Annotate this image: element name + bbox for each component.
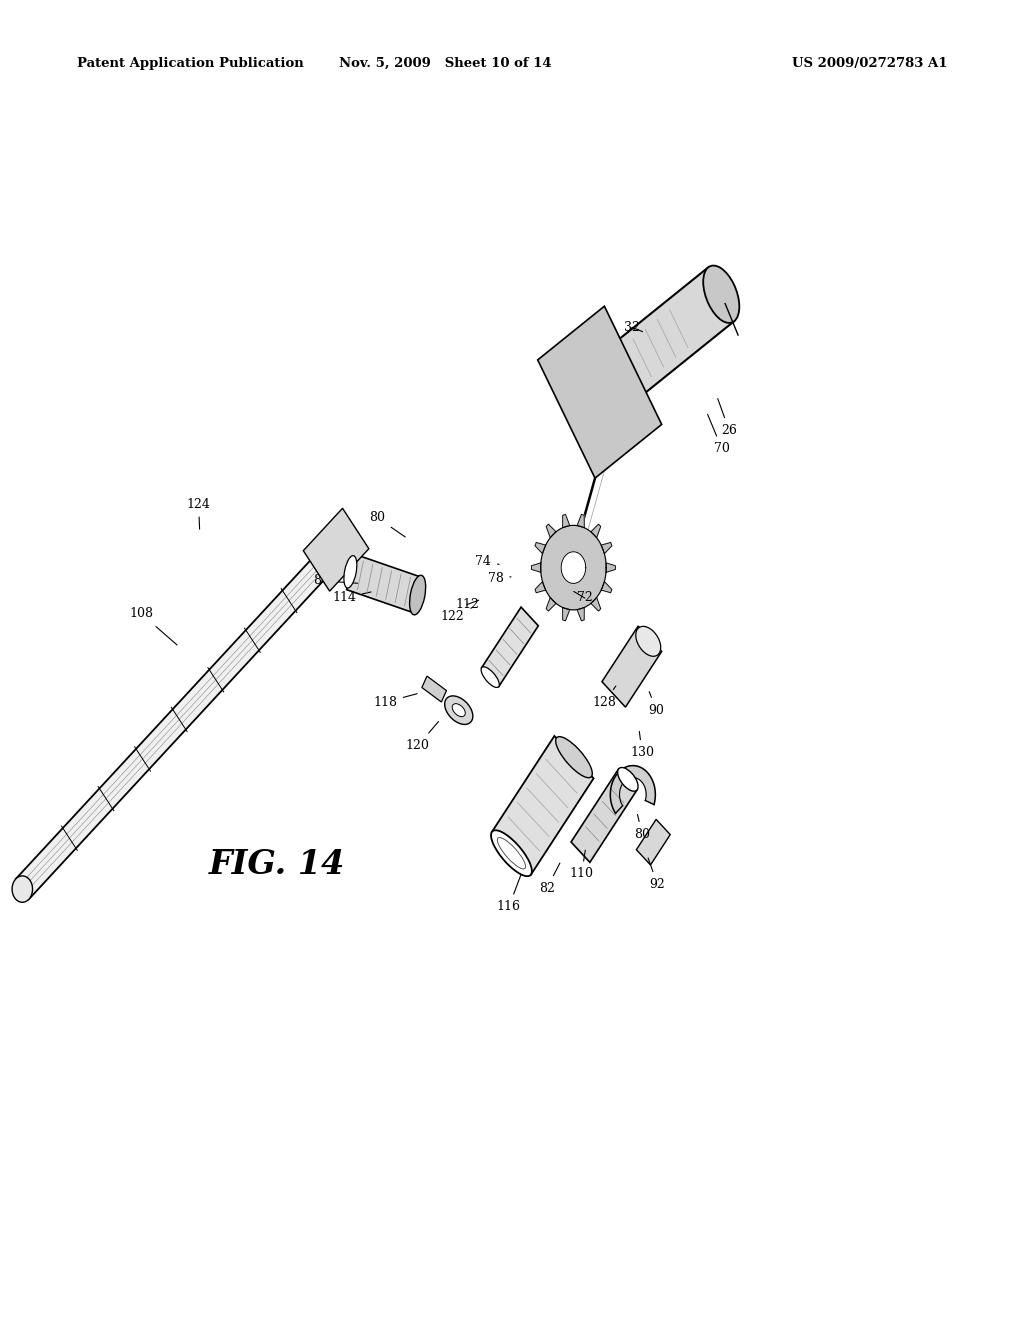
Polygon shape — [481, 607, 539, 686]
Text: 76: 76 — [567, 408, 590, 429]
Polygon shape — [601, 543, 612, 553]
Polygon shape — [492, 737, 594, 874]
Polygon shape — [610, 766, 655, 813]
Text: Patent Application Publication: Patent Application Publication — [77, 57, 303, 70]
Ellipse shape — [481, 667, 500, 688]
Ellipse shape — [344, 556, 356, 587]
Text: 128: 128 — [592, 686, 616, 709]
Text: 68: 68 — [572, 366, 596, 379]
Text: 114: 114 — [332, 591, 371, 605]
Text: 26: 26 — [718, 399, 737, 437]
Text: 110: 110 — [569, 850, 594, 880]
Text: US 2009/0272783 A1: US 2009/0272783 A1 — [792, 57, 947, 70]
Polygon shape — [571, 770, 637, 862]
Text: 124: 124 — [186, 498, 211, 529]
Polygon shape — [578, 607, 585, 620]
Polygon shape — [591, 524, 601, 537]
Ellipse shape — [453, 704, 465, 717]
Circle shape — [12, 876, 33, 903]
Text: 122: 122 — [440, 607, 473, 623]
Ellipse shape — [636, 627, 660, 656]
Polygon shape — [535, 543, 546, 553]
Text: 80: 80 — [369, 511, 406, 537]
Polygon shape — [546, 524, 556, 537]
Ellipse shape — [617, 767, 638, 791]
Text: 130: 130 — [630, 731, 654, 759]
Polygon shape — [602, 626, 662, 708]
Text: 70: 70 — [708, 414, 730, 455]
Polygon shape — [587, 268, 734, 418]
Ellipse shape — [410, 576, 426, 615]
Text: 116: 116 — [497, 874, 521, 913]
Text: 84: 84 — [313, 574, 357, 587]
Text: FIG. 14: FIG. 14 — [208, 849, 345, 882]
Polygon shape — [591, 598, 601, 611]
Ellipse shape — [703, 265, 739, 323]
Polygon shape — [347, 554, 421, 612]
Polygon shape — [15, 540, 343, 899]
Polygon shape — [538, 306, 662, 478]
Text: 120: 120 — [406, 722, 438, 752]
Text: 32: 32 — [624, 321, 642, 334]
Text: Nov. 5, 2009   Sheet 10 of 14: Nov. 5, 2009 Sheet 10 of 14 — [339, 57, 552, 70]
Ellipse shape — [444, 696, 473, 725]
Text: 108: 108 — [129, 607, 177, 645]
Text: 82: 82 — [539, 863, 560, 895]
Text: 74: 74 — [475, 554, 499, 568]
Polygon shape — [601, 582, 612, 593]
Text: 112: 112 — [455, 598, 479, 611]
Text: 78: 78 — [487, 572, 511, 585]
Text: 80: 80 — [634, 814, 650, 841]
Polygon shape — [561, 552, 586, 583]
Polygon shape — [562, 515, 569, 528]
Ellipse shape — [492, 830, 531, 876]
Polygon shape — [562, 607, 569, 620]
Polygon shape — [541, 525, 606, 610]
Polygon shape — [531, 562, 541, 573]
Text: 72: 72 — [573, 591, 593, 605]
Polygon shape — [546, 598, 556, 611]
Polygon shape — [578, 515, 585, 528]
Polygon shape — [535, 582, 546, 593]
Polygon shape — [606, 562, 615, 573]
Ellipse shape — [556, 737, 592, 777]
Polygon shape — [422, 676, 446, 702]
Text: 90: 90 — [648, 692, 665, 717]
Text: 92: 92 — [648, 858, 666, 891]
Polygon shape — [303, 508, 369, 591]
Polygon shape — [636, 820, 671, 865]
Text: 118: 118 — [373, 694, 417, 709]
